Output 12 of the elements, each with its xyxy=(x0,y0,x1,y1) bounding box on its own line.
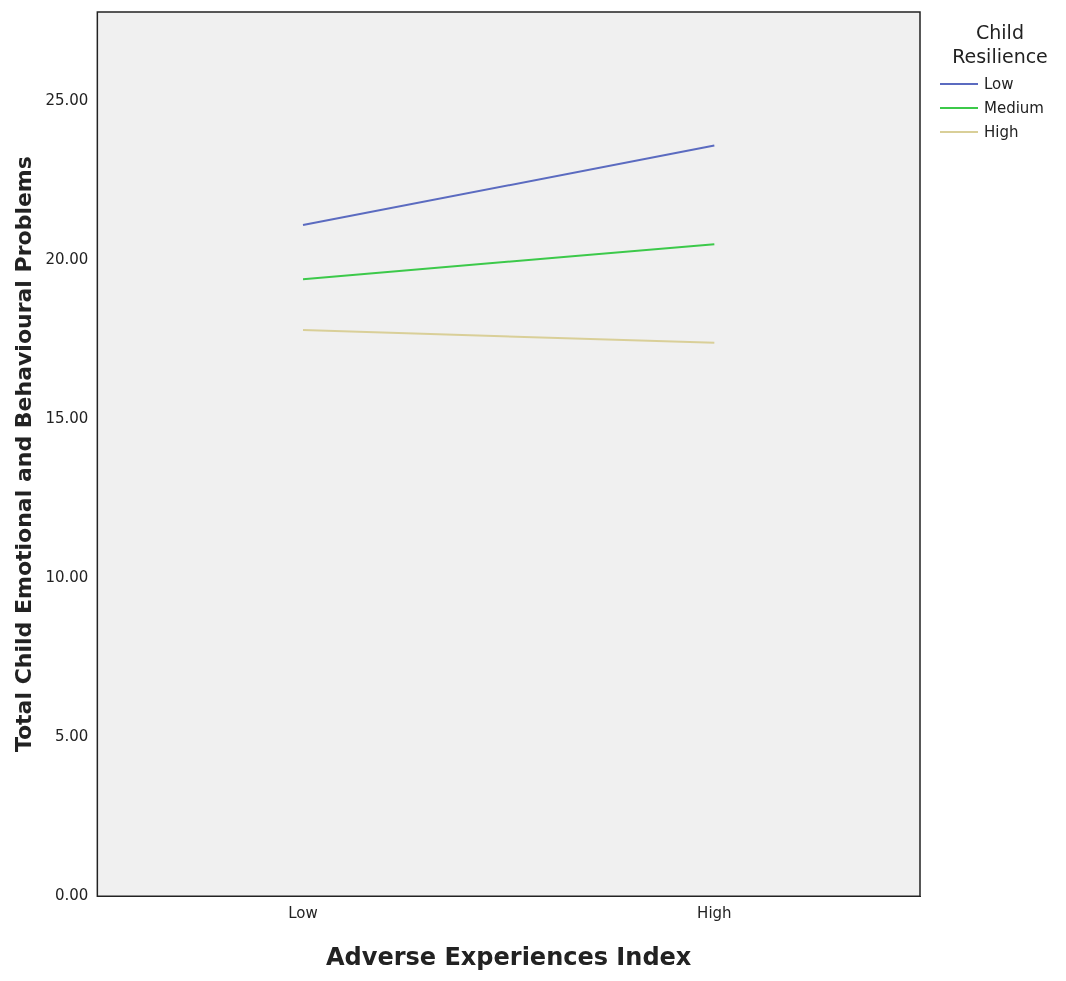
legend-label: High xyxy=(984,122,1019,143)
x-axis-title: Adverse Experiences Index xyxy=(326,942,692,971)
y-tick-label: 0.00 xyxy=(54,886,89,905)
y-tick-label: 25.00 xyxy=(45,90,89,109)
y-tick-label: 5.00 xyxy=(54,727,89,746)
y-tick-label: 15.00 xyxy=(45,409,89,427)
y-tick-label: 10.00 xyxy=(45,568,89,587)
legend-label: Medium xyxy=(984,98,1044,119)
y-axis-title: Total Child Emotional and Behavioural Problems xyxy=(10,156,36,753)
legend-title: Child Resilience xyxy=(951,20,1049,68)
y-tick-label: 20.00 xyxy=(45,249,89,268)
legend-label: Low xyxy=(984,74,1014,95)
